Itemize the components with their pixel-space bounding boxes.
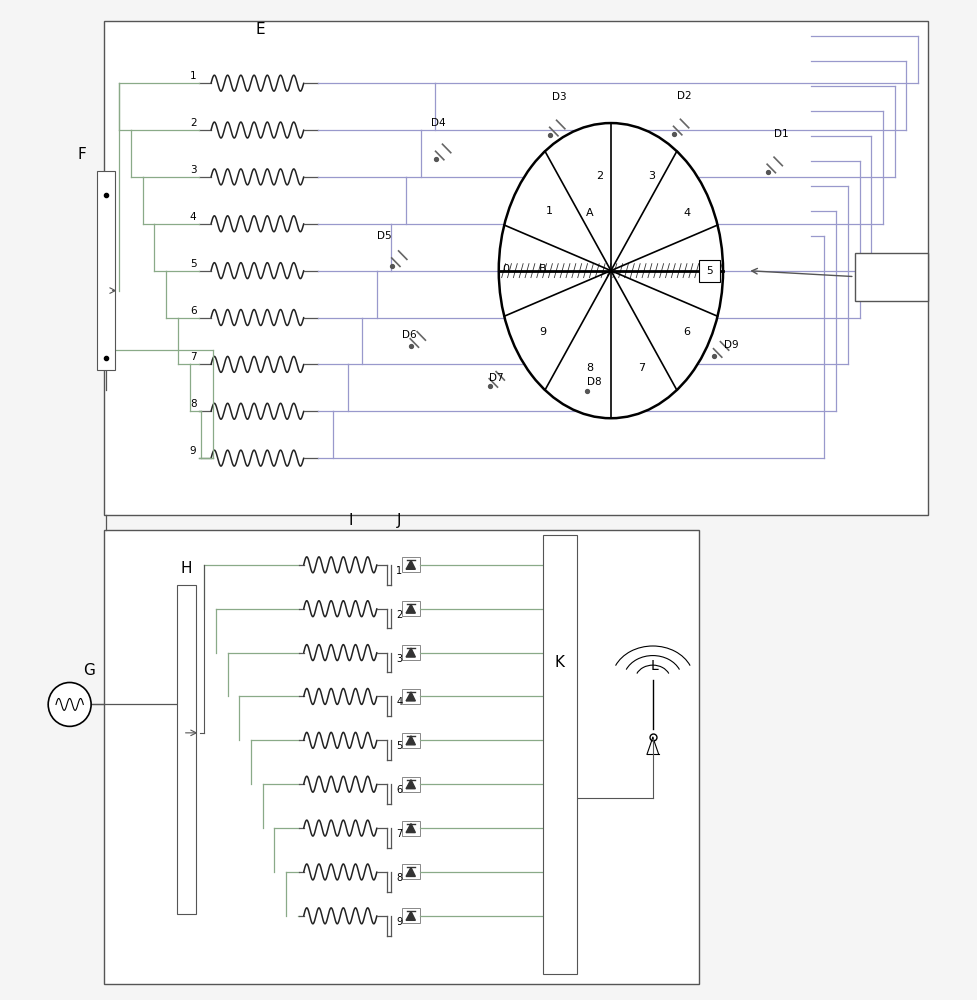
- Polygon shape: [405, 692, 415, 701]
- Bar: [402, 601, 419, 616]
- Polygon shape: [405, 560, 415, 569]
- Text: 3: 3: [396, 654, 402, 664]
- Text: H: H: [181, 561, 192, 576]
- Text: 3: 3: [648, 171, 655, 181]
- Bar: [104, 530, 698, 984]
- Text: 8: 8: [585, 363, 592, 373]
- Text: D4: D4: [431, 118, 446, 128]
- Bar: [97, 171, 114, 370]
- Text: 5: 5: [396, 741, 402, 751]
- Bar: [402, 864, 419, 879]
- Bar: [854, 253, 927, 301]
- Text: L: L: [651, 659, 658, 673]
- Text: 2: 2: [396, 610, 402, 620]
- Polygon shape: [405, 648, 415, 657]
- Text: D7: D7: [489, 373, 503, 383]
- Text: 5: 5: [190, 259, 196, 269]
- Text: 9: 9: [538, 327, 545, 337]
- Text: J: J: [397, 513, 402, 528]
- Text: F: F: [78, 147, 87, 162]
- Bar: [402, 733, 419, 748]
- Polygon shape: [405, 604, 415, 613]
- Text: G: G: [83, 663, 95, 678]
- Bar: [402, 908, 419, 923]
- Text: 6: 6: [683, 327, 690, 337]
- Text: 4: 4: [683, 208, 690, 218]
- Text: 5: 5: [705, 266, 712, 276]
- Text: B: B: [538, 264, 546, 274]
- Text: E: E: [255, 22, 265, 37]
- Bar: [402, 557, 419, 572]
- Bar: [542, 535, 576, 974]
- Text: 2: 2: [595, 171, 602, 181]
- Polygon shape: [405, 911, 415, 920]
- Text: K: K: [554, 655, 564, 670]
- Text: A: A: [585, 208, 593, 218]
- Text: 9: 9: [396, 917, 402, 927]
- Text: 4: 4: [396, 697, 402, 707]
- Polygon shape: [405, 780, 415, 789]
- Text: 2: 2: [190, 118, 196, 128]
- Bar: [104, 21, 927, 515]
- Text: 7: 7: [190, 352, 196, 362]
- Text: 8: 8: [396, 873, 402, 883]
- Bar: [402, 821, 419, 836]
- Circle shape: [48, 682, 91, 726]
- Bar: [402, 689, 419, 704]
- Text: 8: 8: [190, 399, 196, 409]
- Text: 9: 9: [190, 446, 196, 456]
- Text: D9: D9: [723, 340, 738, 350]
- Text: 6: 6: [396, 785, 402, 795]
- Text: D8: D8: [586, 377, 601, 387]
- Ellipse shape: [498, 123, 722, 418]
- Bar: [402, 777, 419, 792]
- Text: 7: 7: [638, 363, 645, 373]
- Text: 0: 0: [501, 264, 509, 274]
- Text: I: I: [348, 513, 353, 528]
- Text: D2: D2: [676, 91, 691, 101]
- Polygon shape: [405, 824, 415, 833]
- Polygon shape: [405, 867, 415, 876]
- Bar: [402, 645, 419, 660]
- Text: D1: D1: [774, 129, 788, 139]
- Text: 1: 1: [396, 566, 402, 576]
- Polygon shape: [405, 736, 415, 745]
- Bar: [177, 585, 196, 914]
- Text: D6: D6: [402, 330, 416, 340]
- Text: D5: D5: [377, 231, 392, 241]
- Text: 5: 5: [712, 264, 719, 274]
- Bar: [698, 260, 719, 282]
- Text: 6: 6: [190, 306, 196, 316]
- Text: D3: D3: [551, 92, 566, 102]
- Text: 1: 1: [545, 206, 552, 216]
- Text: C: C: [885, 269, 896, 284]
- Text: 7: 7: [396, 829, 402, 839]
- Text: 1: 1: [190, 71, 196, 81]
- Text: 4: 4: [190, 212, 196, 222]
- Text: 3: 3: [190, 165, 196, 175]
